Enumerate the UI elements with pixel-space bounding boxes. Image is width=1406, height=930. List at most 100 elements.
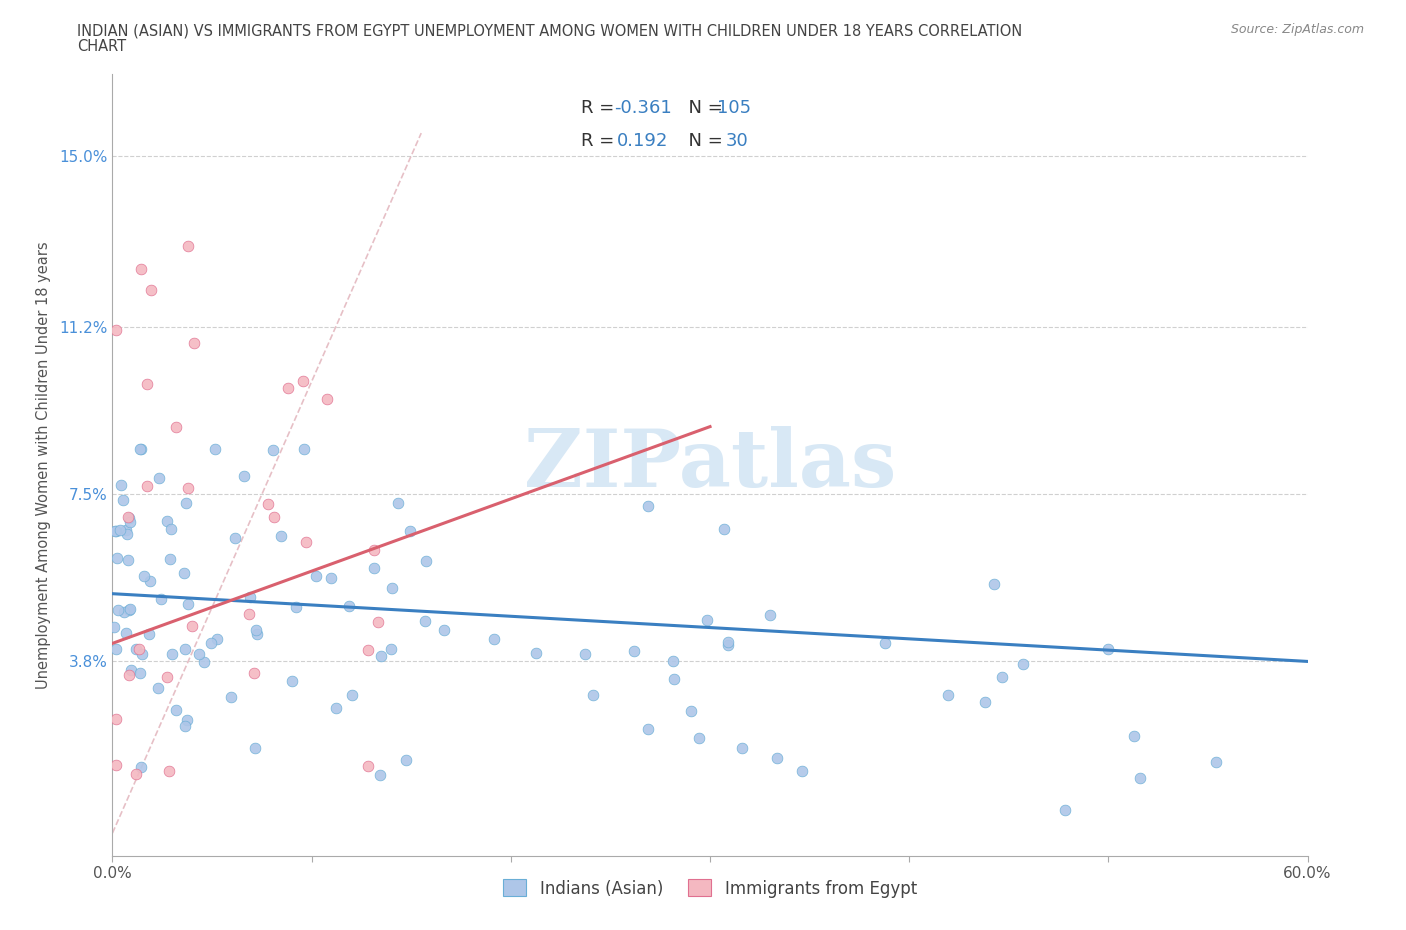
Point	[204, 442, 226, 457]
Point	[433, 623, 456, 638]
Point	[111, 493, 134, 508]
Point	[221, 689, 243, 704]
Point	[128, 642, 150, 657]
Point	[688, 730, 710, 745]
Point	[281, 673, 304, 688]
Point	[363, 560, 385, 575]
Point	[319, 571, 342, 586]
Text: ZIPatlas: ZIPatlas	[524, 426, 896, 504]
Point	[157, 764, 180, 778]
Text: R =: R =	[581, 99, 620, 117]
Point	[339, 599, 361, 614]
Point	[574, 646, 596, 661]
Point	[129, 442, 152, 457]
Point	[304, 569, 326, 584]
Point	[696, 613, 718, 628]
Point	[117, 603, 139, 618]
Point	[623, 644, 645, 658]
Point	[118, 511, 141, 525]
Point	[342, 688, 364, 703]
Point	[118, 514, 141, 529]
Text: Source: ZipAtlas.com: Source: ZipAtlas.com	[1230, 23, 1364, 36]
Point	[105, 323, 128, 338]
Point	[357, 643, 380, 658]
Point	[131, 760, 153, 775]
Point	[285, 600, 308, 615]
Point	[713, 521, 735, 536]
Point	[790, 764, 813, 778]
Point	[238, 607, 260, 622]
Text: N =: N =	[676, 99, 728, 117]
Point	[174, 719, 197, 734]
Point	[524, 645, 547, 660]
Point	[150, 591, 173, 606]
Point	[129, 666, 152, 681]
Point	[165, 702, 187, 717]
Point	[121, 663, 143, 678]
Text: -0.361: -0.361	[614, 99, 672, 117]
Point	[368, 768, 391, 783]
Point	[387, 496, 409, 511]
Point	[132, 569, 155, 584]
Point	[582, 688, 605, 703]
Point	[173, 565, 195, 580]
Point	[115, 523, 138, 538]
Point	[1097, 642, 1119, 657]
Point	[398, 524, 420, 538]
Point	[200, 636, 222, 651]
Point	[381, 581, 404, 596]
Point	[246, 627, 269, 642]
Point	[207, 631, 229, 646]
Point	[1123, 728, 1146, 743]
Point	[380, 642, 402, 657]
Point	[294, 535, 316, 550]
Text: INDIAN (ASIAN) VS IMMIGRANTS FROM EGYPT UNEMPLOYMENT AMONG WOMEN WITH CHILDREN U: INDIAN (ASIAN) VS IMMIGRANTS FROM EGYPT …	[77, 23, 1022, 38]
Text: 105: 105	[717, 99, 751, 117]
Point	[105, 758, 128, 773]
Point	[105, 642, 128, 657]
Point	[177, 597, 200, 612]
Point	[1053, 803, 1076, 817]
Point	[136, 377, 159, 392]
Point	[117, 510, 139, 525]
Point	[105, 523, 128, 538]
Point	[183, 335, 205, 350]
Point	[115, 626, 138, 641]
Point	[193, 655, 215, 670]
Point	[637, 498, 659, 513]
Point	[110, 478, 132, 493]
Point	[166, 419, 188, 434]
Point	[262, 443, 284, 458]
Point	[233, 469, 256, 484]
Point	[717, 638, 740, 653]
Point	[156, 670, 179, 684]
Point	[990, 670, 1012, 684]
Legend: Indians (Asian), Immigrants from Egypt: Indians (Asian), Immigrants from Egypt	[495, 871, 925, 906]
Point	[118, 668, 141, 683]
Point	[104, 711, 127, 726]
Point	[114, 605, 136, 620]
Text: 30: 30	[725, 132, 748, 150]
Text: 0.192: 0.192	[617, 132, 668, 150]
Point	[263, 510, 285, 525]
Point	[148, 471, 170, 485]
Point	[239, 590, 262, 604]
Point	[974, 694, 997, 709]
Point	[188, 646, 211, 661]
Point	[156, 513, 179, 528]
Point	[104, 524, 127, 538]
Point	[181, 619, 204, 634]
Point	[125, 766, 148, 781]
Point	[257, 497, 280, 512]
Point	[1129, 771, 1152, 786]
Point	[105, 551, 128, 565]
Point	[716, 634, 738, 649]
Point	[270, 528, 292, 543]
Point	[160, 522, 183, 537]
Point	[107, 603, 129, 618]
Point	[315, 392, 337, 406]
Point	[138, 627, 160, 642]
Point	[243, 740, 266, 755]
Point	[277, 380, 299, 395]
Point	[224, 531, 246, 546]
